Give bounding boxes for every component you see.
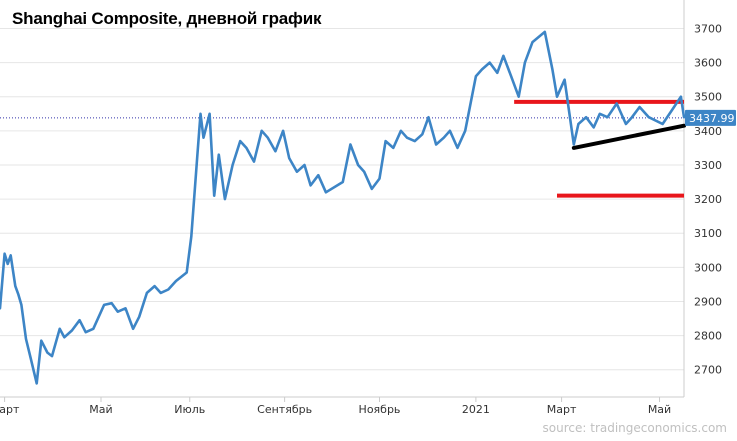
x-axis-ticks: Март Май Июль Сентябрь Ноябрь 2021 Март Май (0, 397, 671, 416)
x-tick-label: 2021 (462, 403, 490, 416)
chart-title: Shanghai Composite, дневной график (12, 9, 322, 28)
current-value-badge: 3437.99 (685, 109, 736, 126)
x-tick-label: Май (89, 403, 112, 416)
x-tick-label: Март (0, 403, 20, 416)
y-tick-label: 3500 (694, 91, 722, 104)
current-value-label: 3437.99 (689, 112, 735, 125)
y-tick-label: 3100 (694, 227, 722, 240)
y-tick-label: 3700 (694, 22, 722, 35)
grid-lines (0, 27, 684, 371)
y-tick-label: 3200 (694, 193, 722, 206)
y-tick-label: 3600 (694, 57, 722, 70)
series-line-shanghai-composite (0, 30, 686, 385)
rising-trendline (571, 123, 686, 150)
y-tick-label: 2800 (694, 330, 722, 343)
y-tick-label: 3300 (694, 159, 722, 172)
x-tick-label: Май (648, 403, 671, 416)
y-tick-label: 2900 (694, 295, 722, 308)
current-value-badge-bg (685, 109, 736, 126)
x-tick-label: Ноябрь (359, 403, 401, 416)
x-tick-label: Март (547, 403, 577, 416)
annotation-lines (514, 99, 686, 198)
y-axis-ticks: 2700 2800 2900 3000 3100 3200 3300 3400 3500 3600… (694, 22, 722, 376)
x-tick-label: Сентябрь (257, 403, 312, 416)
x-tick-label: Июль (174, 403, 205, 416)
y-tick-label: 2700 (694, 364, 722, 377)
y-tick-label: 3000 (694, 261, 722, 274)
y-tick-label: 3400 (694, 125, 722, 138)
source-credit: source: tradingeconomics.com (542, 421, 727, 435)
